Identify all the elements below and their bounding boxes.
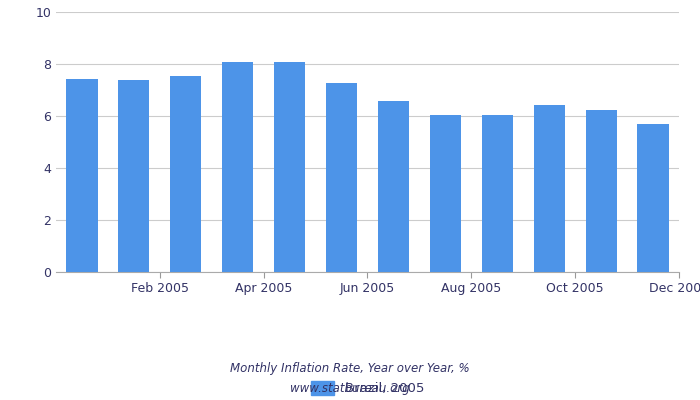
Bar [430, 115, 461, 272]
Text: www.statbureau.org: www.statbureau.org [290, 382, 410, 395]
Bar [482, 115, 513, 272]
Bar [66, 78, 97, 272]
Text: Monthly Inflation Rate, Year over Year, %: Monthly Inflation Rate, Year over Year, … [230, 362, 470, 375]
Bar [222, 62, 253, 272]
Bar [326, 83, 357, 272]
Bar [378, 101, 409, 272]
Bar [118, 80, 150, 272]
Bar [585, 110, 617, 272]
Bar [638, 124, 668, 272]
Bar [533, 105, 565, 272]
Bar [170, 76, 202, 272]
Bar [274, 62, 305, 272]
Legend: Brazil, 2005: Brazil, 2005 [305, 376, 430, 400]
